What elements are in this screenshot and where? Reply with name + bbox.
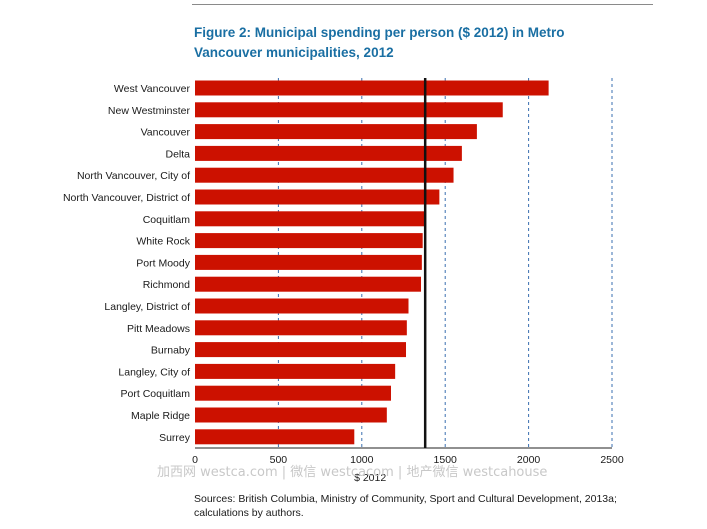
category-label: North Vancouver, District of: [63, 192, 190, 204]
bar: [195, 102, 503, 118]
category-label: North Vancouver, City of: [77, 170, 190, 182]
category-label: Delta: [165, 148, 190, 160]
x-tick-label: 1500: [434, 454, 458, 466]
bar: [195, 320, 407, 336]
category-label: Maple Ridge: [131, 410, 190, 422]
category-label: Port Moody: [136, 257, 190, 269]
x-tick-label: 0: [192, 454, 198, 466]
x-tick-label: 500: [270, 454, 288, 466]
bar: [195, 124, 477, 140]
bars: [195, 80, 549, 445]
top-rule: [192, 4, 653, 5]
category-label: Langley, City of: [118, 366, 190, 378]
bar: [195, 276, 422, 292]
watermark: 加西网 westca.com | 微信 westcacom | 地产微信 wes…: [157, 465, 548, 480]
category-label: Pitt Meadows: [127, 323, 190, 335]
category-labels: West Vancouver New Westminster Vancouver De…: [63, 83, 191, 444]
x-tick-label: 2500: [600, 454, 624, 466]
category-label: White Rock: [136, 236, 190, 248]
bar: [195, 429, 355, 445]
bar: [195, 298, 409, 314]
bar: [195, 189, 440, 205]
category-label: Surrey: [159, 432, 191, 444]
category-label: Burnaby: [151, 345, 191, 357]
bar: [195, 167, 454, 183]
x-tick-labels: 0 500 1000 1500 2000 2500: [192, 454, 624, 466]
bar: [195, 211, 427, 227]
bar: [195, 363, 396, 379]
bar: [195, 80, 549, 96]
category-label: Richmond: [143, 279, 190, 291]
x-axis-title: $ 2012: [354, 472, 386, 484]
bar: [195, 233, 423, 249]
x-tick-label: 1000: [350, 454, 374, 466]
bar: [195, 145, 462, 161]
category-label: Port Coquitlam: [121, 388, 191, 400]
category-label: West Vancouver: [114, 83, 191, 95]
category-label: New Westminster: [108, 105, 191, 117]
category-label: Coquitlam: [143, 214, 191, 226]
bar: [195, 342, 407, 358]
category-label: Vancouver: [141, 127, 191, 139]
bar: [195, 407, 387, 423]
figure-title: Figure 2: Municipal spending per person …: [194, 25, 565, 60]
category-label: Langley, District of: [104, 301, 190, 313]
bar: [195, 385, 391, 401]
bar: [195, 254, 422, 270]
sources-note: Sources: British Columbia, Ministry of C…: [194, 493, 617, 519]
x-tick-label: 2000: [517, 454, 541, 466]
